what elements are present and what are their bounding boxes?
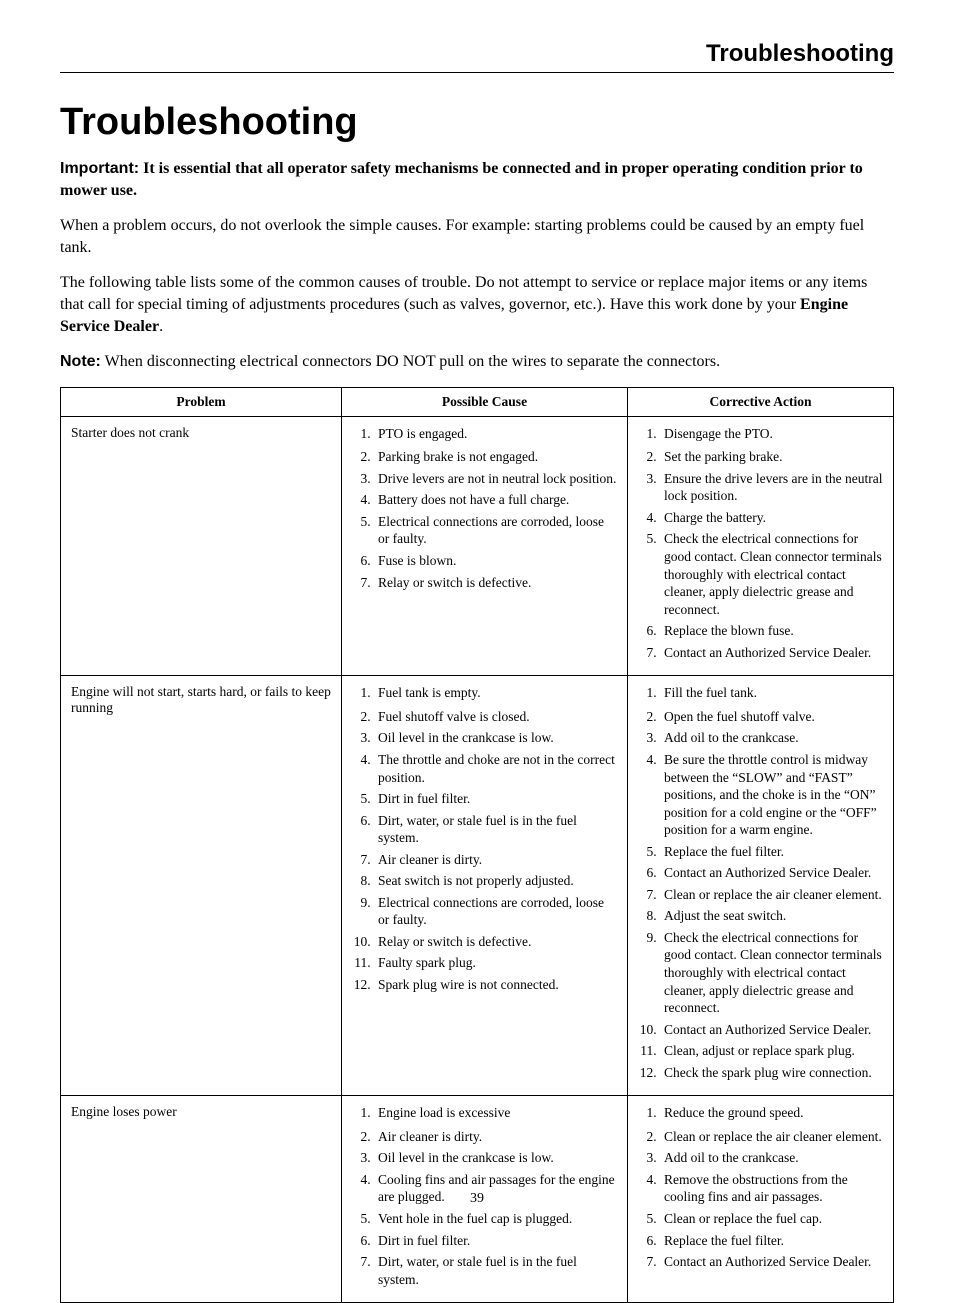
action-cell: Fill the fuel tank. Open the fuel shutoff… xyxy=(628,676,894,1096)
list-item: Engine load is excessive xyxy=(374,1104,617,1122)
body-paragraph-1: When a problem occurs, do not overlook t… xyxy=(60,215,894,258)
list-item: Clean or replace the air cleaner element… xyxy=(660,886,883,904)
list-item: Oil level in the crankcase is low. xyxy=(374,729,617,747)
list-item: Add oil to the crankcase. xyxy=(660,729,883,747)
list-item: Disengage the PTO. xyxy=(660,425,883,443)
page-number: 39 xyxy=(0,1191,954,1207)
table-row: Engine will not start, starts hard, or f… xyxy=(61,676,894,1096)
body-paragraph-2c: . xyxy=(159,318,163,335)
list-item: Clean or replace the air cleaner element… xyxy=(660,1128,883,1146)
list-item: Relay or switch is defective. xyxy=(374,574,617,592)
list-item: Seat switch is not properly adjusted. xyxy=(374,872,617,890)
list-item: Ensure the drive levers are in the neutr… xyxy=(660,470,883,505)
troubleshooting-table: Problem Possible Cause Corrective Action… xyxy=(60,387,894,1303)
table-row: Starter does not crank PTO is engaged. Par… xyxy=(61,416,894,676)
list-item: Air cleaner is dirty. xyxy=(374,851,617,869)
list-item: Contact an Authorized Service Dealer. xyxy=(660,1021,883,1039)
list-item: Replace the fuel filter. xyxy=(660,1232,883,1250)
page: Troubleshooting Troubleshooting Importan… xyxy=(0,0,954,1235)
list-item: Contact an Authorized Service Dealer. xyxy=(660,644,883,662)
list-item: Battery does not have a full charge. xyxy=(374,491,617,509)
problem-cell: Starter does not crank xyxy=(61,416,342,676)
list-item: Fuel shutoff valve is closed. xyxy=(374,708,617,726)
list-item: Spark plug wire is not connected. xyxy=(374,976,617,994)
list-item: Contact an Authorized Service Dealer. xyxy=(660,864,883,882)
note-text: When disconnecting electrical connectors… xyxy=(105,353,721,370)
list-item: Open the fuel shutoff valve. xyxy=(660,708,883,726)
list-item: Be sure the throttle control is midway b… xyxy=(660,751,883,839)
important-paragraph: Important: It is essential that all oper… xyxy=(60,158,894,201)
col-header-action: Corrective Action xyxy=(628,387,894,416)
running-head: Troubleshooting xyxy=(60,40,894,73)
cause-cell: PTO is engaged. Parking brake is not enga… xyxy=(342,416,628,676)
list-item: Vent hole in the fuel cap is plugged. xyxy=(374,1210,617,1228)
list-item: Contact an Authorized Service Dealer. xyxy=(660,1253,883,1271)
list-item: Dirt in fuel filter. xyxy=(374,790,617,808)
list-item: Fuel tank is empty. xyxy=(374,684,617,702)
list-item: Faulty spark plug. xyxy=(374,954,617,972)
important-text: It is essential that all operator safety… xyxy=(60,160,863,199)
list-item: Fuse is blown. xyxy=(374,552,617,570)
list-item: Charge the battery. xyxy=(660,509,883,527)
table-header-row: Problem Possible Cause Corrective Action xyxy=(61,387,894,416)
list-item: Check the electrical connections for goo… xyxy=(660,530,883,618)
problem-cell: Engine will not start, starts hard, or f… xyxy=(61,676,342,1096)
list-item: Drive levers are not in neutral lock pos… xyxy=(374,470,617,488)
list-item: The throttle and choke are not in the co… xyxy=(374,751,617,786)
list-item: Dirt, water, or stale fuel is in the fue… xyxy=(374,1253,617,1288)
list-item: Check the electrical connections for goo… xyxy=(660,929,883,1017)
col-header-problem: Problem xyxy=(61,387,342,416)
col-header-cause: Possible Cause xyxy=(342,387,628,416)
list-item: Parking brake is not engaged. xyxy=(374,448,617,466)
list-item: Replace the fuel filter. xyxy=(660,843,883,861)
list-item: Relay or switch is defective. xyxy=(374,933,617,951)
list-item: Electrical connections are corroded, loo… xyxy=(374,513,617,548)
list-item: Set the parking brake. xyxy=(660,448,883,466)
list-item: Clean or replace the fuel cap. xyxy=(660,1210,883,1228)
list-item: Replace the blown fuse. xyxy=(660,622,883,640)
list-item: Adjust the seat switch. xyxy=(660,907,883,925)
list-item: Dirt, water, or stale fuel is in the fue… xyxy=(374,812,617,847)
note-label: Note: xyxy=(60,353,101,370)
important-label: Important: xyxy=(60,160,139,177)
page-title: Troubleshooting xyxy=(60,101,894,144)
list-item: Dirt in fuel filter. xyxy=(374,1232,617,1250)
body-paragraph-2a: The following table lists some of the co… xyxy=(60,274,867,313)
body-paragraph-2: The following table lists some of the co… xyxy=(60,272,894,337)
cause-cell: Fuel tank is empty. Fuel shutoff valve is… xyxy=(342,676,628,1096)
list-item: Electrical connections are corroded, loo… xyxy=(374,894,617,929)
list-item: Fill the fuel tank. xyxy=(660,684,883,702)
list-item: Add oil to the crankcase. xyxy=(660,1149,883,1167)
action-cell: Disengage the PTO. Set the parking brake.… xyxy=(628,416,894,676)
note-paragraph: Note: When disconnecting electrical conn… xyxy=(60,351,894,373)
list-item: Clean, adjust or replace spark plug. xyxy=(660,1042,883,1060)
list-item: Oil level in the crankcase is low. xyxy=(374,1149,617,1167)
list-item: Air cleaner is dirty. xyxy=(374,1128,617,1146)
list-item: Reduce the ground speed. xyxy=(660,1104,883,1122)
list-item: Check the spark plug wire connection. xyxy=(660,1064,883,1082)
list-item: PTO is engaged. xyxy=(374,425,617,443)
